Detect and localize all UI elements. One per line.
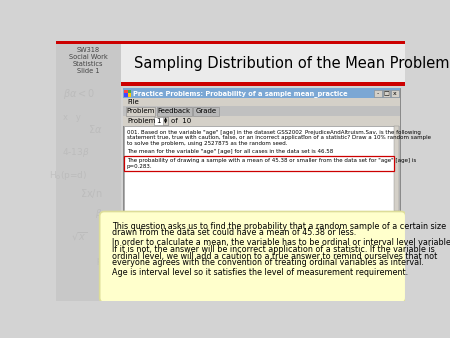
Text: $\Sigma\alpha$: $\Sigma\alpha$ — [88, 123, 102, 135]
Text: p=0.283.: p=0.283. — [127, 164, 153, 169]
Text: Problem: Problem — [126, 108, 155, 114]
Text: If it is not, the answer will be incorrect application of a statistic. If the va: If it is not, the answer will be incorre… — [112, 245, 435, 254]
Text: to solve the problem, using 2527875 as the random seed.: to solve the problem, using 2527875 as t… — [127, 141, 287, 146]
Bar — [125, 126, 397, 212]
Text: $\beta\alpha<0$: $\beta\alpha<0$ — [63, 88, 95, 101]
Text: $\Sigma$x/n: $\Sigma$x/n — [80, 187, 103, 199]
Text: SW318
Social Work
Statistics
Slide 1: SW318 Social Work Statistics Slide 1 — [69, 47, 108, 74]
Text: The probability of drawing a sample with a mean of 45.38 or smaller from the dat: The probability of drawing a sample with… — [127, 159, 416, 163]
Bar — [56, 41, 405, 44]
Text: everyone agrees with the convention of treating ordinal variables as interval.: everyone agrees with the convention of t… — [112, 258, 424, 267]
Text: x   y: x y — [63, 113, 81, 122]
Bar — [194, 107, 219, 116]
Bar — [123, 106, 400, 116]
Bar — [56, 44, 121, 301]
Text: of  10: of 10 — [171, 118, 191, 124]
Text: Practice Problems: Probability of a sample mean_practice: Practice Problems: Probability of a samp… — [133, 90, 347, 97]
Bar — [128, 90, 131, 93]
Text: x: x — [393, 91, 397, 96]
FancyBboxPatch shape — [99, 212, 406, 303]
Bar — [121, 44, 405, 84]
Bar — [126, 107, 155, 116]
Text: statement true, true with caution, false, or an incorrect application of a stati: statement true, true with caution, false… — [127, 135, 431, 140]
Text: In order to calculate a mean, the variable has to be ordinal or interval level v: In order to calculate a mean, the variab… — [112, 238, 450, 247]
Text: ordinal level, we will add a caution to a true answer to remind ourselves that n: ordinal level, we will add a caution to … — [112, 251, 437, 261]
Text: -: - — [377, 91, 379, 96]
Text: Sampling Distribution of the Mean Problem - 1: Sampling Distribution of the Mean Proble… — [134, 56, 450, 71]
Bar — [374, 90, 382, 97]
Text: H$_0$(p=d): H$_0$(p=d) — [49, 169, 87, 182]
Text: 4-13$\beta$: 4-13$\beta$ — [62, 146, 90, 159]
Text: Feedback: Feedback — [158, 108, 191, 114]
Bar — [123, 88, 400, 98]
Bar — [220, 107, 221, 116]
Bar — [123, 88, 400, 213]
Text: ▼: ▼ — [164, 121, 167, 125]
Text: 001. Based on the variable "age" [age] in the dataset GSS2002_PrejudiceAndAltrui: 001. Based on the variable "age" [age] i… — [127, 129, 421, 135]
Text: drawn from the data set could have a mean of 45.38 or less.: drawn from the data set could have a mea… — [112, 228, 356, 237]
Bar — [394, 126, 399, 212]
Text: The mean for the variable "age" [age] for all cases in the data set is 46.58: The mean for the variable "age" [age] fo… — [127, 149, 333, 154]
Bar — [382, 90, 390, 97]
Text: ▲: ▲ — [164, 117, 167, 121]
Text: $\beta$ p: $\beta$ p — [95, 207, 110, 220]
Bar — [125, 156, 394, 171]
Text: p: p — [96, 256, 102, 265]
Bar — [125, 90, 128, 93]
Text: Age is interval level so it satisfies the level of measurement requirement.: Age is interval level so it satisfies th… — [112, 268, 408, 277]
Text: File: File — [127, 99, 140, 105]
Text: $\sqrt{x}$: $\sqrt{x}$ — [71, 231, 88, 243]
Text: Grade: Grade — [196, 108, 217, 114]
Bar — [163, 117, 168, 125]
Bar — [123, 98, 400, 106]
Bar — [125, 93, 128, 97]
Bar — [154, 117, 168, 125]
Bar — [157, 107, 192, 116]
Text: 1: 1 — [156, 118, 161, 124]
Bar — [128, 93, 131, 97]
Bar — [391, 90, 399, 97]
Text: □: □ — [383, 91, 389, 96]
Text: This question asks us to find the probability that a random sample of a certain : This question asks us to find the probab… — [112, 221, 446, 231]
Text: Problem: Problem — [127, 118, 156, 124]
Bar — [123, 116, 400, 126]
Bar — [121, 82, 405, 86]
